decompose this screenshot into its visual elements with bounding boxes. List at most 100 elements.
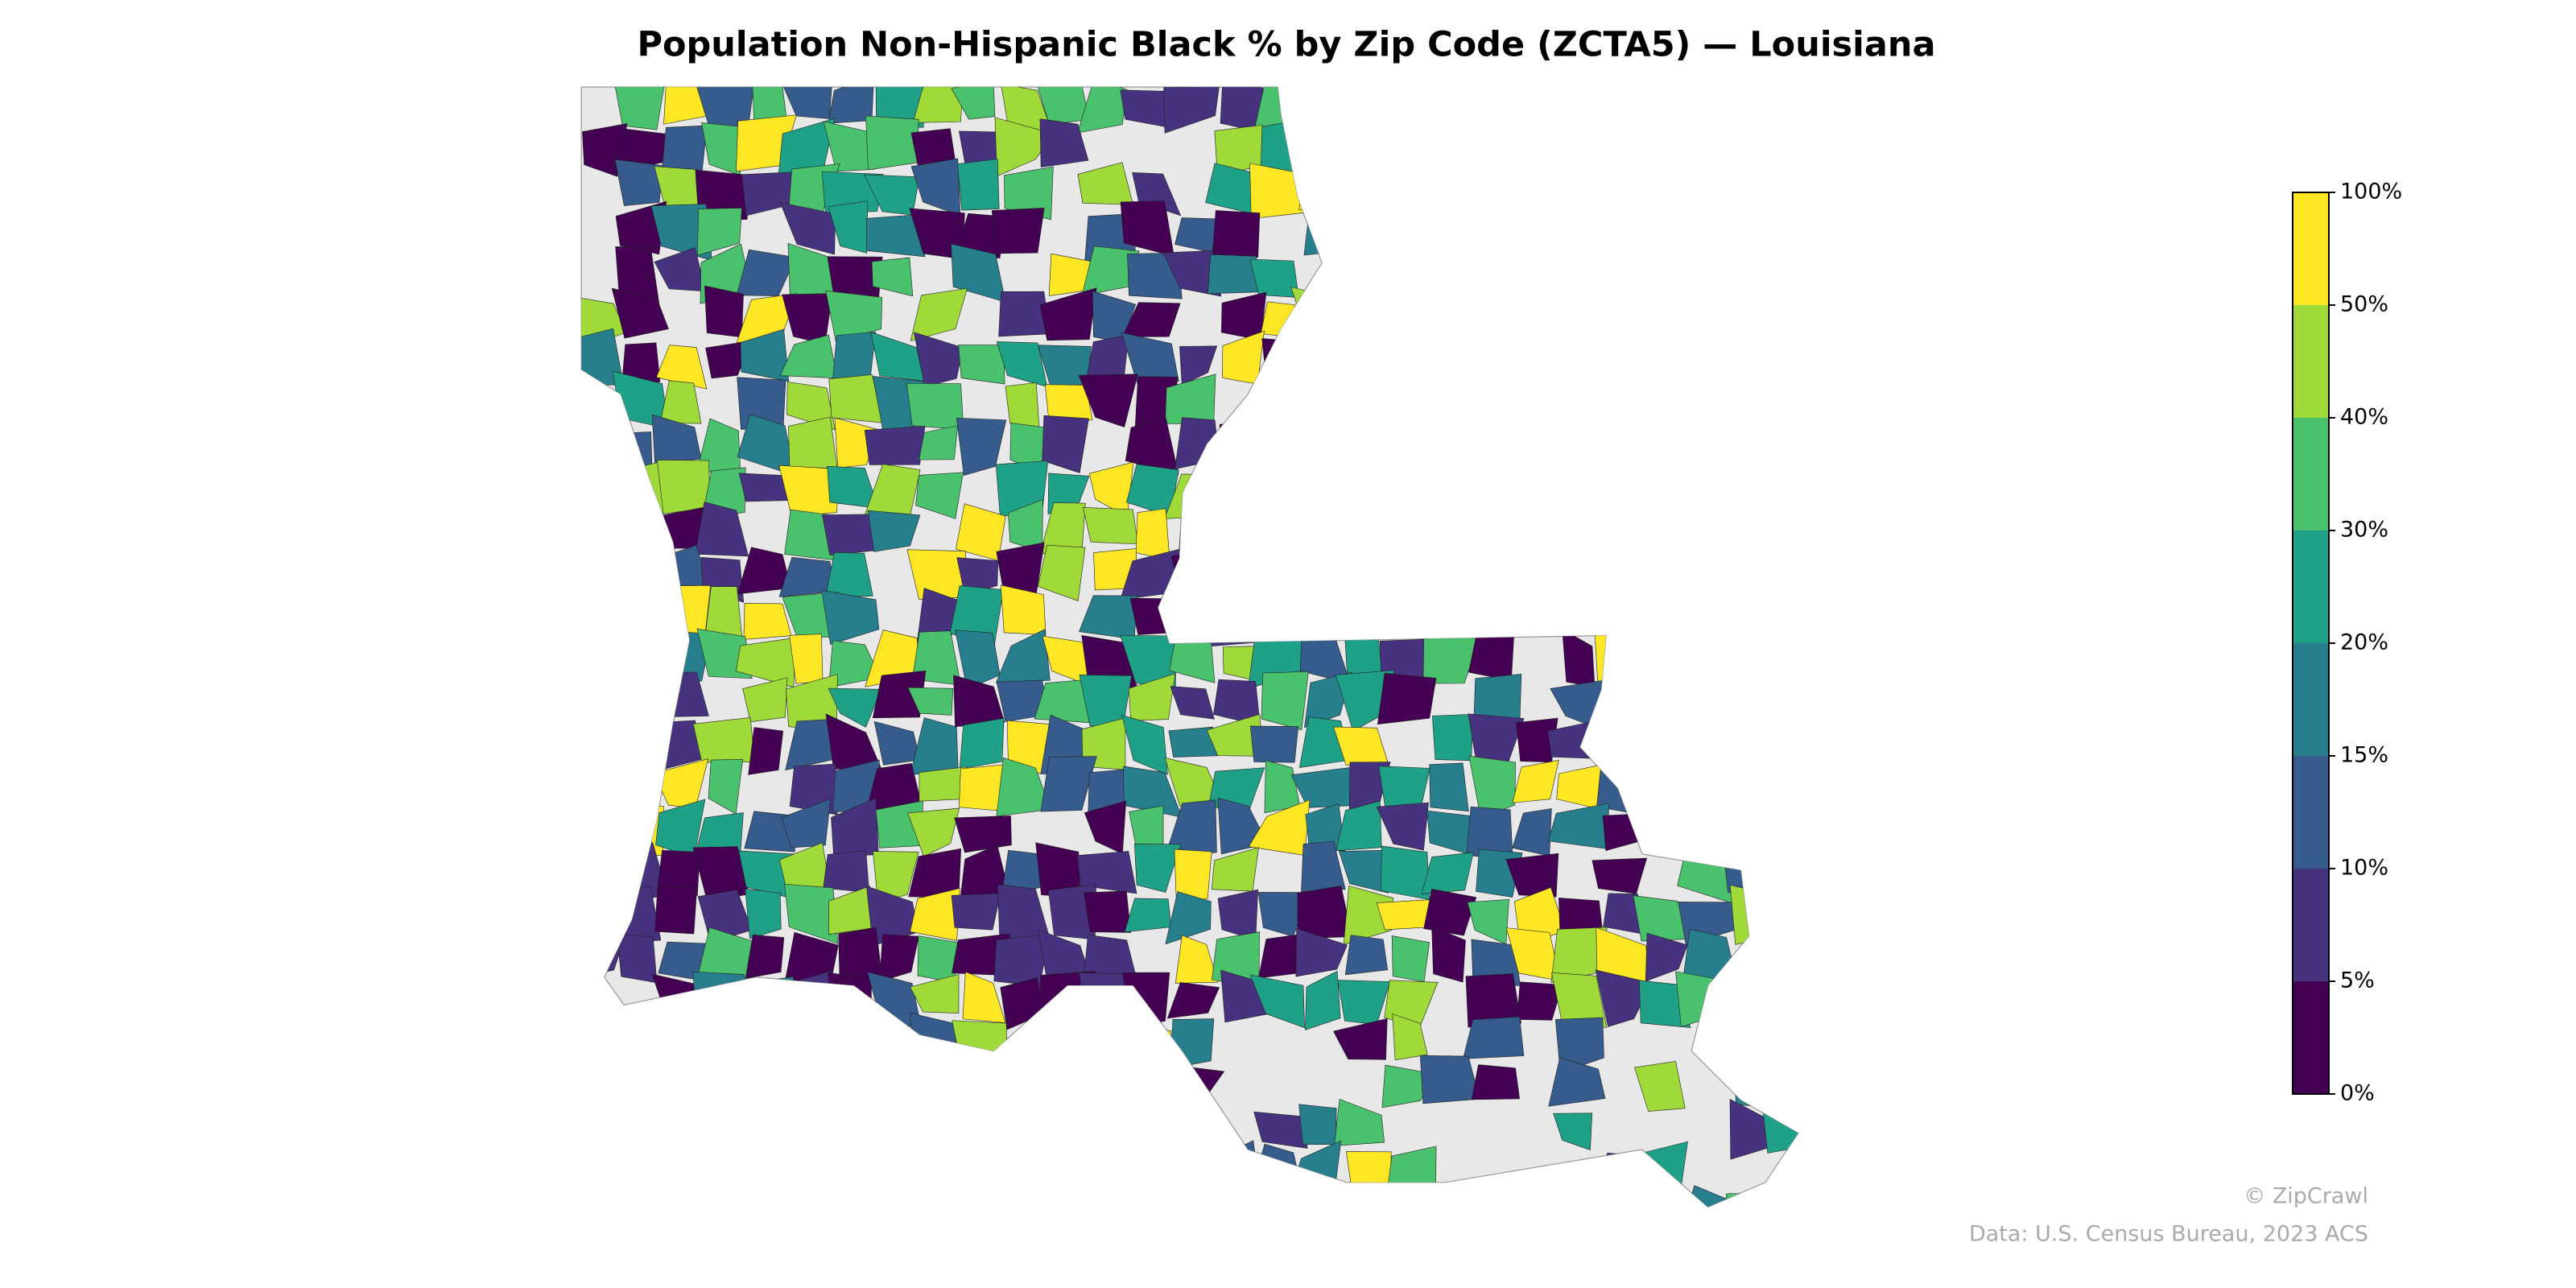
zip-region: [1735, 157, 1780, 219]
colorbar-tick-label: 40%: [2340, 405, 2388, 430]
zip-region: [1633, 714, 1690, 759]
zip-region: [1291, 1187, 1348, 1208]
colorbar-tick-label: 5%: [2340, 968, 2375, 993]
zip-region: [821, 1054, 877, 1111]
zip-region: [997, 1111, 1053, 1155]
zip-region: [1042, 1054, 1095, 1117]
zip-region: [1769, 726, 1798, 770]
zip-region: [1261, 338, 1305, 382]
zip-region: [1681, 87, 1728, 124]
zip-region: [1305, 970, 1341, 1030]
zip-region: [1429, 762, 1469, 812]
zip-region: [828, 200, 869, 254]
zip-region: [1466, 502, 1518, 557]
zip-region: [912, 87, 964, 123]
zip-region: [1769, 756, 1798, 814]
zip-region: [873, 851, 919, 903]
zip-region: [1773, 894, 1798, 943]
zip-region: [1431, 926, 1466, 983]
zip-region: [1421, 852, 1474, 894]
zip-region: [1680, 119, 1732, 174]
zip-region: [1555, 423, 1609, 474]
zip-region: [1682, 336, 1734, 390]
zip-region: [1722, 289, 1771, 345]
zip-region: [1432, 372, 1480, 428]
zip-region: [824, 1183, 881, 1208]
zip-region: [740, 328, 790, 382]
zip-region: [911, 1146, 959, 1200]
colorbar-bin: [2293, 869, 2329, 981]
zip-region: [1341, 251, 1391, 306]
zip-region: [694, 1140, 754, 1198]
zip-region: [1121, 302, 1181, 337]
zip-region: [1249, 163, 1305, 219]
zip-region: [621, 342, 661, 387]
zip-region: [1170, 547, 1225, 595]
zip-region: [1135, 508, 1170, 561]
zip-region: [1635, 677, 1695, 733]
zip-region: [1340, 160, 1381, 221]
zip-region: [748, 727, 784, 775]
zip-region: [1771, 87, 1798, 129]
zip-region: [1039, 287, 1097, 341]
zip-region: [1507, 424, 1558, 473]
zip-region: [1550, 204, 1605, 257]
zip-region: [608, 676, 666, 724]
zip-region: [1470, 464, 1515, 518]
source-note: Data: U.S. Census Bureau, 2023 ACS: [1969, 1222, 2368, 1247]
zip-region: [1512, 760, 1559, 803]
zip-region: [1550, 927, 1608, 983]
zip-region: [1121, 332, 1179, 386]
zip-region: [1767, 165, 1798, 207]
zip-region: [1770, 634, 1798, 683]
zip-region: [1505, 87, 1559, 134]
zip-region: [1681, 213, 1736, 258]
zip-region: [1335, 545, 1392, 599]
zip-region: [694, 1060, 755, 1113]
colorbar-bin: [2293, 305, 2329, 418]
zip-region: [614, 159, 663, 206]
zip-region: [1517, 981, 1563, 1021]
zip-region: [910, 887, 960, 941]
zip-region: [1045, 1183, 1092, 1208]
zip-region: [1207, 501, 1267, 551]
zip-region: [1468, 627, 1515, 681]
zip-region: [1505, 549, 1564, 601]
zip-region: [1596, 553, 1645, 597]
zip-region: [823, 121, 878, 172]
zip-region: [1431, 714, 1474, 762]
zip-region: [708, 1106, 745, 1158]
zip-region: [617, 934, 658, 984]
colorbar-bin: [2293, 530, 2329, 643]
zip-region: [1381, 1064, 1434, 1108]
zip-region: [1121, 714, 1168, 775]
zip-region: [998, 1067, 1042, 1113]
zip-region: [611, 287, 669, 339]
zip-region: [788, 416, 838, 469]
zip-region: [735, 976, 795, 1022]
zip-region: [1344, 935, 1389, 976]
zip-region: [581, 1100, 619, 1148]
zip-region: [1719, 420, 1781, 467]
zip-region: [879, 934, 919, 982]
zip-region: [907, 687, 954, 716]
zip-region: [1290, 287, 1342, 343]
zip-region: [1473, 673, 1522, 724]
zip-region: [613, 801, 664, 857]
zip-region: [1591, 507, 1646, 561]
zip-region: [581, 585, 625, 629]
zip-region: [1382, 376, 1437, 434]
zip-region: [581, 840, 628, 902]
zip-region: [1690, 246, 1737, 294]
zip-region: [962, 971, 1006, 1024]
zip-region: [1636, 291, 1686, 344]
zip-region: [581, 1062, 623, 1111]
zip-region: [1675, 971, 1730, 1027]
zip-region: [1475, 87, 1524, 134]
zip-region: [662, 1097, 704, 1157]
zip-region: [1081, 1013, 1133, 1063]
zip-region: [1179, 345, 1218, 386]
zip-region: [1762, 335, 1798, 378]
zip-region: [1422, 250, 1480, 301]
